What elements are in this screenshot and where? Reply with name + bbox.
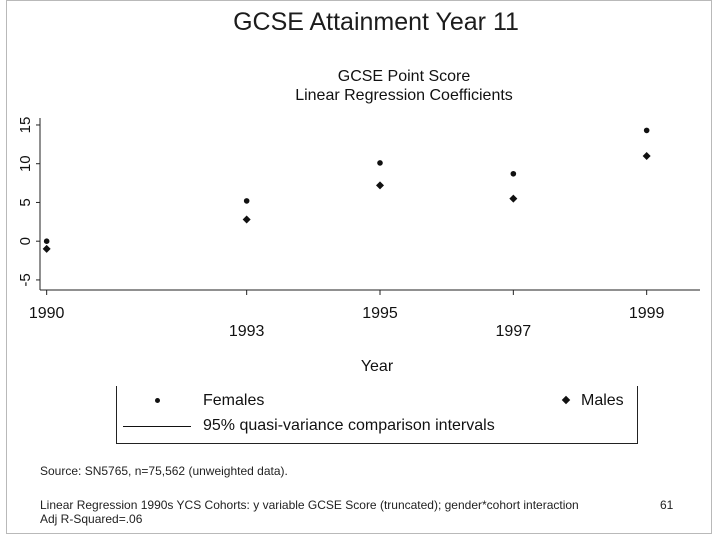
legend-males-marker [561, 395, 571, 405]
males-point [509, 194, 518, 203]
females-point [243, 198, 250, 204]
females-point [377, 160, 383, 166]
females-point [643, 127, 650, 134]
chart-title-block: GCSE Point Score Linear Regression Coeff… [40, 67, 720, 105]
legend-females-label: Females [203, 392, 265, 409]
males-point [242, 215, 251, 224]
regression-note-line1: Linear Regression 1990s YCS Cohorts: y v… [40, 498, 579, 512]
males-point [376, 181, 384, 190]
y-tick-label: -5 [17, 273, 34, 286]
females-point [510, 170, 517, 177]
legend-males-label: Males [581, 392, 624, 409]
x-tick-label: 1999 [629, 305, 665, 322]
legend-females-marker [155, 398, 160, 403]
y-tick-label: 5 [17, 198, 34, 206]
regression-note: Linear Regression 1990s YCS Cohorts: y v… [40, 498, 579, 526]
x-tick-label: 1990 [29, 305, 65, 322]
regression-note-line2: Adj R-Squared=.06 [40, 512, 143, 526]
legend-interval-line [123, 426, 191, 427]
y-tick-label: 15 [17, 117, 34, 134]
chart-legend: Females Males 95% quasi-variance compari… [116, 386, 638, 444]
slide-frame [6, 0, 712, 534]
y-tick-label: 10 [17, 155, 34, 172]
chart-marks [42, 127, 651, 253]
chart-subtitle: Linear Regression Coefficients [295, 87, 513, 104]
y-tick-label: 0 [17, 237, 34, 245]
females-point [43, 238, 50, 244]
x-tick-label: 1997 [496, 323, 532, 340]
chart-axes: -5 0 5 10 15 1990 1993 1995 1997 1999 Year [17, 117, 700, 375]
source-note: Source: SN5765, n=75,562 (unweighted dat… [40, 464, 288, 478]
males-point [642, 151, 651, 160]
slide-number: 61 [660, 498, 674, 512]
males-point [42, 244, 51, 253]
x-tick-label: 1995 [362, 305, 398, 322]
legend-interval-label: 95% quasi-variance comparison intervals [203, 417, 495, 434]
chart-title: GCSE Point Score [337, 68, 471, 85]
x-axis-title: Year [361, 358, 394, 375]
slide-title: GCSE Attainment Year 11 [233, 8, 519, 36]
x-tick-label: 1993 [229, 323, 265, 340]
